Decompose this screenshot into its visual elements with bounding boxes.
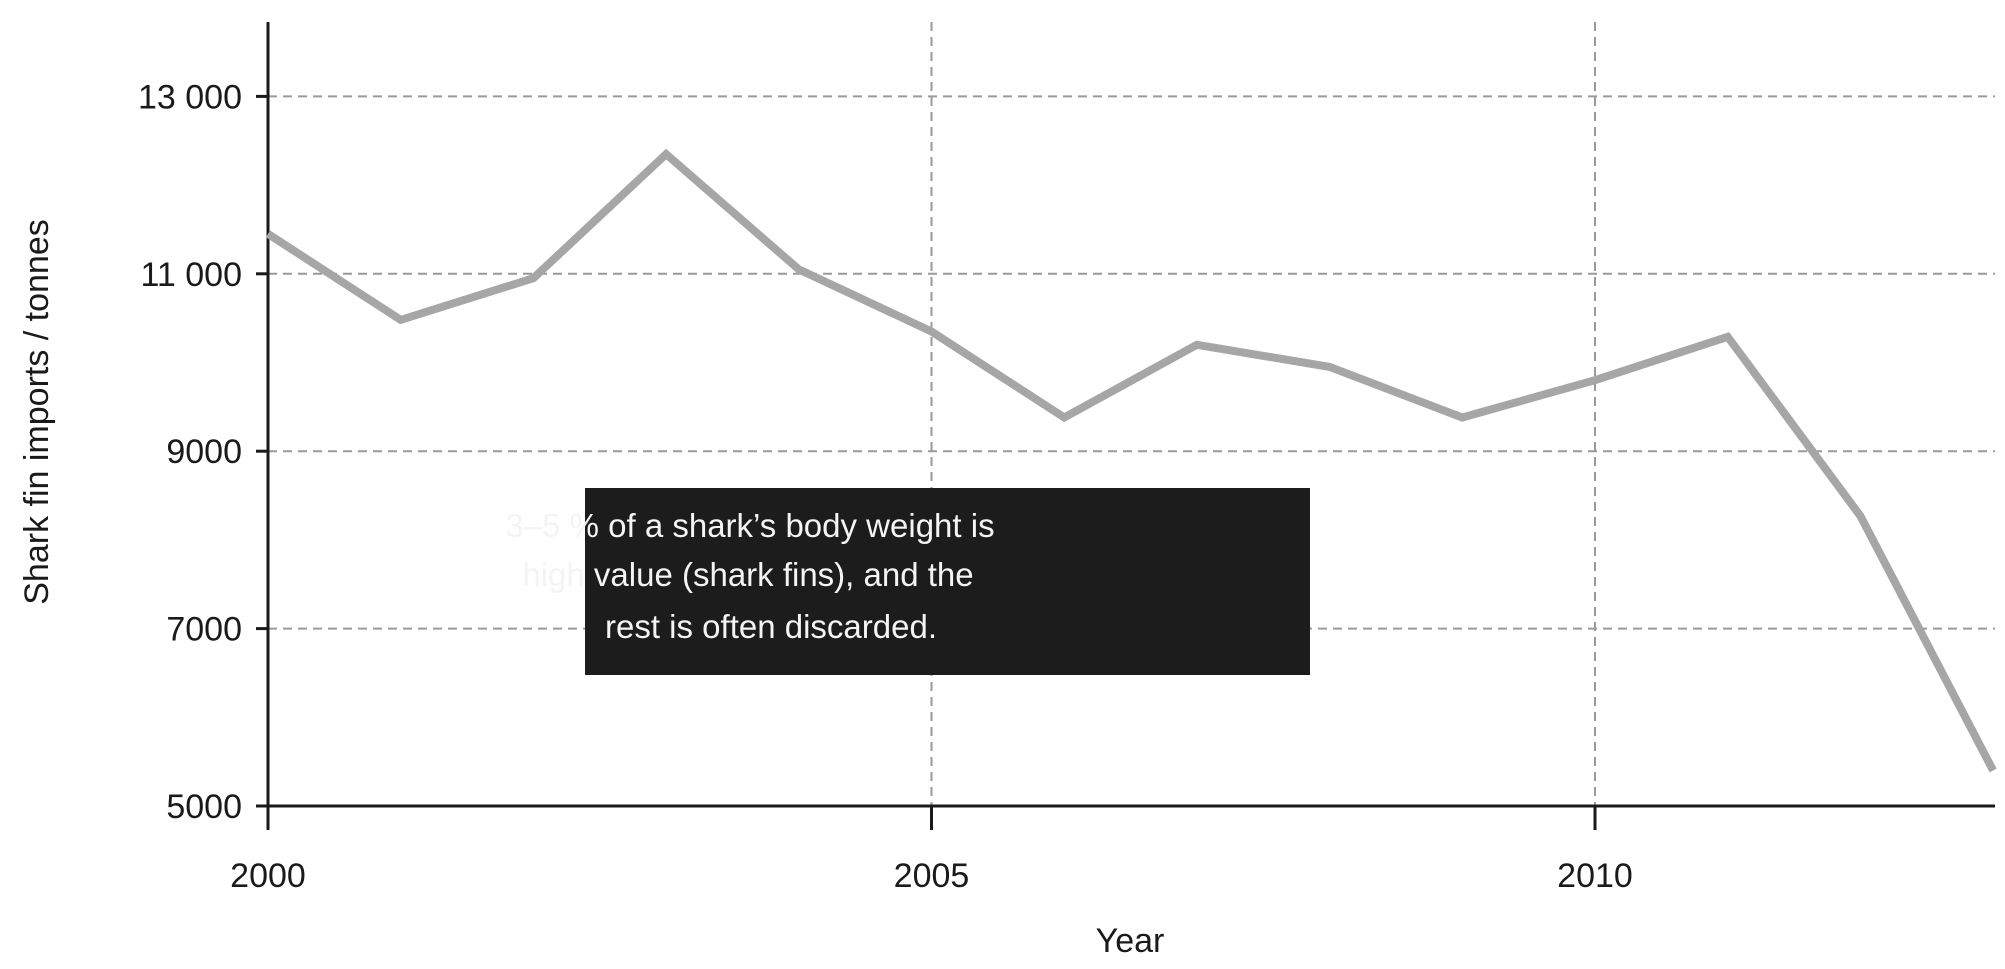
- x-tick-label: 2005: [894, 857, 970, 895]
- series: [265, 148, 1997, 773]
- y-axis-title: Shark fin imports / tonnes: [18, 219, 56, 605]
- axes: [266, 22, 1995, 808]
- x-tick-label: 2010: [1557, 857, 1633, 895]
- x-axis-title: Year: [1096, 922, 1165, 960]
- annotation-line-2: high value (shark fins), and the: [522, 556, 973, 593]
- y-tick-label: 11 000: [141, 256, 242, 294]
- y-tick-label: 13 000: [138, 78, 242, 116]
- annotation-line-3: rest is often discarded.: [605, 608, 937, 645]
- annotation-line-1: 3–5 % of a shark’s body weight is: [505, 507, 994, 544]
- annotation-background: [585, 488, 1310, 675]
- y-tick-label: 5000: [166, 788, 242, 826]
- y-tick-label: 7000: [166, 611, 242, 649]
- x-tick-label: 2000: [230, 857, 306, 895]
- gridlines: [268, 22, 1995, 806]
- series-line: [265, 148, 1997, 773]
- annotation-box: 3–5 % of a shark’s body weight is high v…: [505, 488, 1310, 675]
- y-tick-label: 9000: [166, 433, 242, 471]
- ticks: 5000 7000 9000 11 000 13 000 2000 2005 2010: [138, 78, 1633, 895]
